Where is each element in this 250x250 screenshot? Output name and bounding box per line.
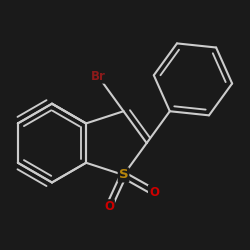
Text: Br: Br xyxy=(91,70,106,83)
Text: O: O xyxy=(104,200,114,213)
Text: O: O xyxy=(149,186,159,198)
Text: S: S xyxy=(119,168,128,181)
